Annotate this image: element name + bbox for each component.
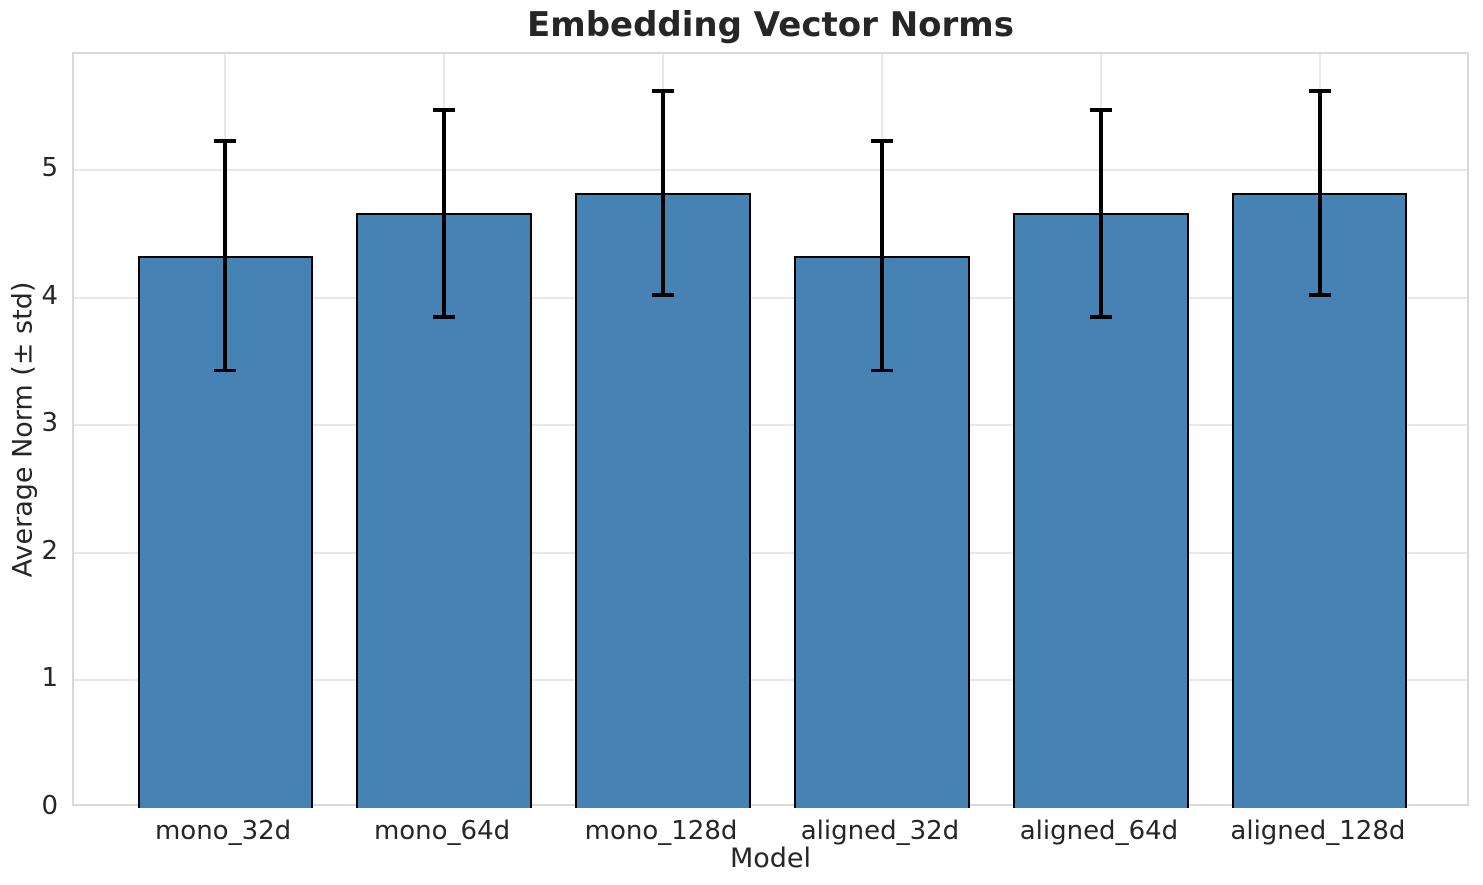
x-tick-label-mono_32d: mono_32d — [154, 816, 292, 846]
x-tick-label-mono_64d: mono_64d — [373, 816, 511, 846]
chart-title: Embedding Vector Norms — [527, 5, 1014, 45]
x-tick-label-aligned_32d: aligned_32d — [800, 816, 960, 846]
y-tick-label-2: 2 — [41, 535, 58, 566]
error-bar-cap-top-mono_128d — [652, 89, 675, 93]
error-bar-cap-bottom-aligned_128d — [1308, 293, 1331, 297]
gridline-y-2 — [74, 551, 1467, 554]
gridline-y-5 — [74, 169, 1467, 172]
error-bar-cap-bottom-aligned_64d — [1089, 315, 1112, 319]
y-tick-label-3: 3 — [41, 408, 58, 439]
y-tick-label-5: 5 — [41, 153, 58, 184]
error-bar-cap-top-aligned_128d — [1308, 89, 1331, 93]
error-bar-line-aligned_64d — [1099, 110, 1103, 317]
plot-area — [72, 52, 1469, 808]
y-tick-label-0: 0 — [41, 791, 58, 821]
gridline-y-1 — [74, 679, 1467, 682]
error-bar-cap-bottom-mono_32d — [214, 368, 237, 373]
error-bar-cap-bottom-aligned_32d — [870, 368, 893, 373]
error-bar-line-mono_128d — [661, 90, 665, 296]
y-tick-label-4: 4 — [41, 280, 58, 311]
error-bar-cap-top-mono_32d — [214, 139, 237, 143]
error-bar-line-mono_64d — [442, 110, 446, 317]
error-bar-cap-bottom-mono_64d — [433, 315, 456, 319]
error-bar-cap-top-mono_64d — [433, 108, 456, 112]
gridline-y-3 — [74, 424, 1467, 427]
error-bar-cap-bottom-mono_128d — [652, 293, 675, 297]
error-bar-cap-top-aligned_32d — [870, 139, 893, 143]
x-tick-label-aligned_128d: aligned_128d — [1230, 816, 1406, 846]
error-bar-line-aligned_128d — [1318, 90, 1322, 296]
x-tick-label-mono_128d: mono_128d — [584, 816, 738, 846]
error-bar-line-aligned_32d — [880, 140, 884, 371]
y-tick-label-1: 1 — [41, 663, 58, 694]
x-axis-label: Model — [729, 843, 812, 874]
error-bar-line-mono_32d — [223, 140, 227, 371]
error-bar-cap-top-aligned_64d — [1089, 108, 1112, 112]
gridline-y-4 — [74, 296, 1467, 299]
x-tick-label-aligned_64d: aligned_64d — [1019, 816, 1179, 846]
